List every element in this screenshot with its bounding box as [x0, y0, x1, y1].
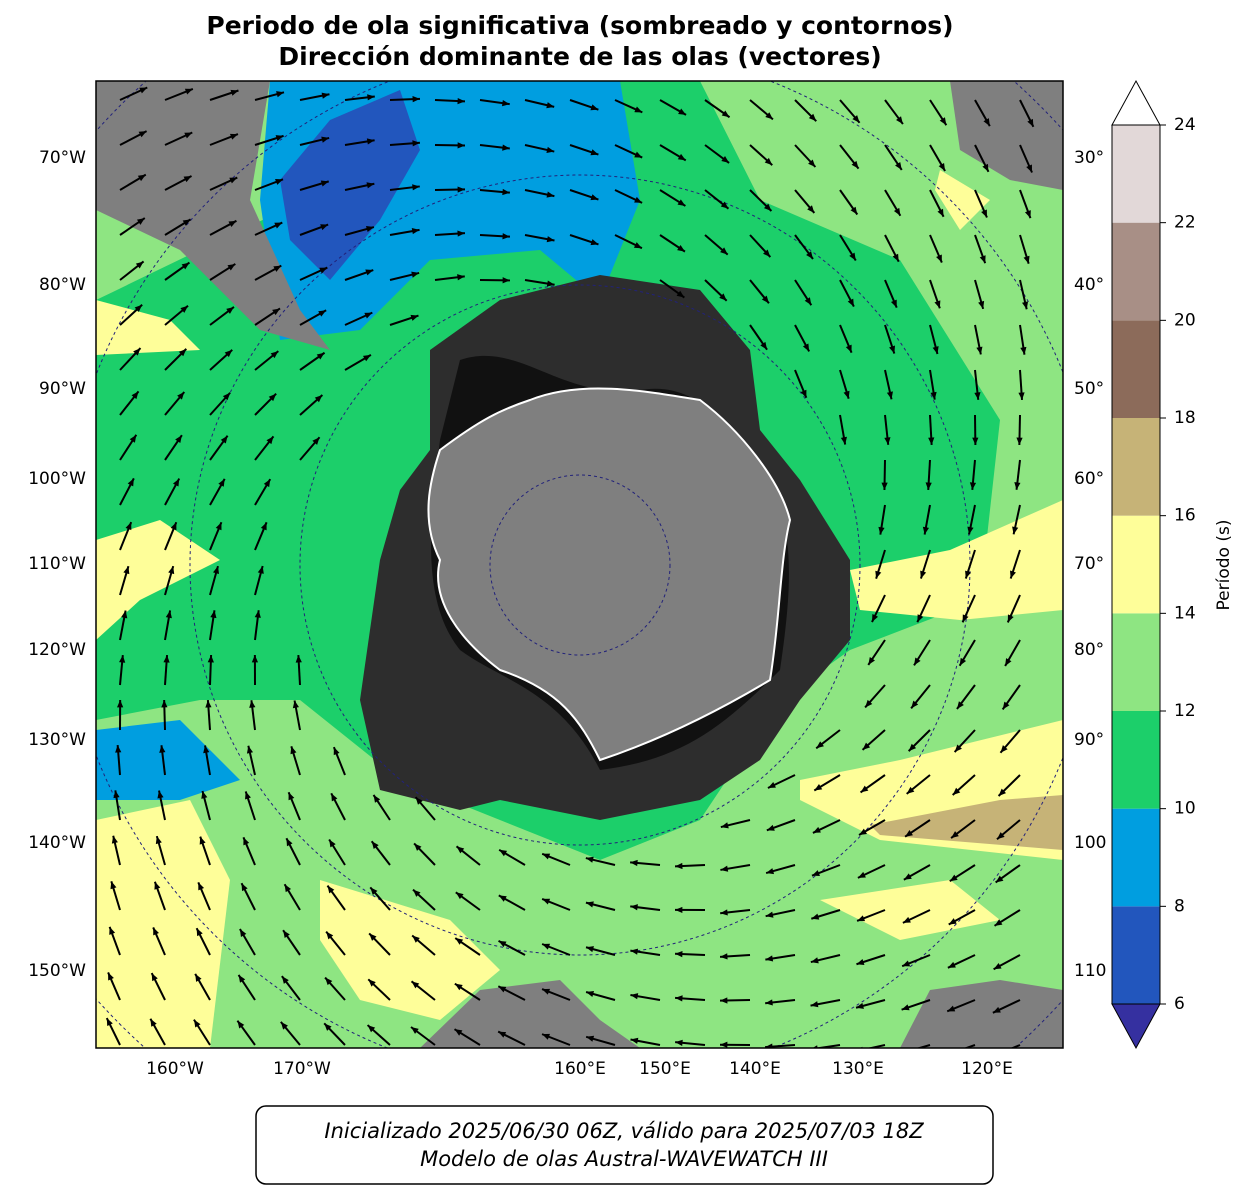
lon-label: 130°W: [28, 730, 86, 750]
colorbar-under: [1112, 1004, 1160, 1048]
colorbar-segment: [1112, 125, 1160, 223]
lon-label: 130°E: [832, 1059, 884, 1079]
colorbar-over: [1112, 81, 1160, 125]
colorbar-segment: [1112, 320, 1160, 418]
lon-label: 160°E: [554, 1059, 606, 1079]
colorbar-segment: [1112, 223, 1160, 321]
title-line: Dirección dominante de las olas (vectore…: [278, 42, 881, 71]
colorbar-tick-label: 20: [1174, 310, 1196, 330]
colorbar-tick-label: 6: [1174, 994, 1185, 1014]
lon-label: 110°W: [28, 554, 86, 574]
colorbar-segment: [1112, 613, 1160, 711]
lon-label: 30°: [1074, 148, 1104, 168]
lon-label: 90°W: [39, 379, 86, 399]
title-line: Periodo de ola significativa (sombreado …: [206, 11, 953, 40]
colorbar-tick-label: 18: [1174, 408, 1196, 428]
colorbar-tick-label: 12: [1174, 701, 1196, 721]
lon-label: 80°W: [39, 275, 86, 295]
wave-arrow-head: [901, 1048, 909, 1054]
lon-label: 150°W: [28, 961, 86, 981]
lon-label: 70°W: [39, 148, 86, 168]
lon-label: 170°W: [273, 1059, 331, 1079]
colorbar-tick-label: 8: [1174, 896, 1185, 916]
colorbar-tick-label: 22: [1174, 213, 1196, 233]
lon-label: 120°W: [28, 640, 86, 660]
footer-line: Modelo de olas Austral-WAVEWATCH III: [420, 1147, 828, 1171]
wave-arrow-head: [947, 1050, 955, 1056]
lon-label: 40°: [1074, 275, 1104, 295]
lon-label: 50°: [1074, 379, 1104, 399]
lon-label: 160°W: [146, 1059, 204, 1079]
colorbar-tick-label: 10: [1174, 799, 1196, 819]
colorbar-tick-label: 16: [1174, 506, 1196, 526]
lon-label: 150°E: [639, 1059, 691, 1079]
colorbar-segment: [1112, 906, 1160, 1004]
colorbar-label: Período (s): [1214, 520, 1234, 611]
wave-arrow-head: [992, 1051, 1000, 1057]
lon-label: 100: [1074, 833, 1106, 853]
colorbar-tick-label: 14: [1174, 603, 1196, 623]
lon-label: 120°E: [961, 1059, 1013, 1079]
lon-label: 70°: [1074, 554, 1104, 574]
lon-label: 110: [1074, 961, 1106, 981]
lon-label: 140°W: [28, 833, 86, 853]
footer-line: Inicializado 2025/06/30 06Z, válido para…: [324, 1119, 924, 1143]
colorbar-segment: [1112, 418, 1160, 516]
lon-label: 60°: [1074, 469, 1104, 489]
lon-label: 90°: [1074, 730, 1104, 750]
colorbar-segment: [1112, 809, 1160, 907]
footer-box: [256, 1106, 993, 1184]
lon-label: 80°: [1074, 640, 1104, 660]
colorbar-segment: [1112, 516, 1160, 614]
colorbar-segment: [1112, 711, 1160, 809]
colorbar-tick-label: 24: [1174, 115, 1196, 135]
lon-label: 140°E: [729, 1059, 781, 1079]
lon-label: 100°W: [28, 469, 86, 489]
